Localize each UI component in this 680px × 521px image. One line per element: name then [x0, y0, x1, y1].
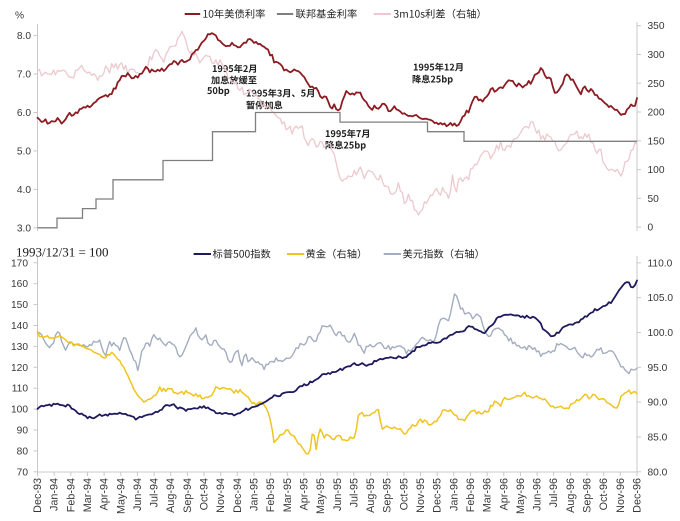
svg-text:Mar-95: Mar-95 — [282, 478, 294, 512]
svg-text:Nov-95: Nov-95 — [415, 478, 427, 513]
svg-text:Sep-96: Sep-96 — [582, 478, 594, 513]
svg-text:160: 160 — [11, 279, 28, 290]
svg-text:Nov-94: Nov-94 — [215, 478, 227, 513]
svg-text:Jan-96: Jan-96 — [448, 478, 460, 511]
svg-text:Dec-93: Dec-93 — [32, 478, 44, 513]
svg-text:Feb-96: Feb-96 — [465, 478, 477, 512]
svg-text:May-95: May-95 — [315, 478, 327, 514]
svg-text:Oct-96: Oct-96 — [598, 478, 610, 510]
svg-text:Jan-95: Jan-95 — [249, 478, 261, 511]
svg-text:Sep-94: Sep-94 — [182, 478, 194, 513]
svg-text:Jul-94: Jul-94 — [149, 478, 161, 507]
svg-text:95.0: 95.0 — [648, 363, 668, 374]
svg-text:0: 0 — [648, 223, 654, 234]
svg-text:140: 140 — [11, 321, 28, 332]
svg-text:350: 350 — [648, 21, 665, 32]
svg-text:100.0: 100.0 — [648, 328, 674, 339]
svg-text:130: 130 — [11, 342, 28, 353]
svg-text:200: 200 — [648, 108, 665, 119]
svg-text:Jul-95: Jul-95 — [348, 478, 360, 507]
svg-text:Apr-96: Apr-96 — [498, 478, 510, 510]
svg-text:150: 150 — [11, 300, 28, 311]
svg-text:Oct-94: Oct-94 — [199, 478, 211, 510]
svg-text:85.0: 85.0 — [648, 433, 668, 444]
svg-text:May-94: May-94 — [115, 478, 127, 514]
svg-text:%: % — [15, 11, 24, 22]
svg-text:80: 80 — [17, 446, 29, 457]
svg-text:5.0: 5.0 — [17, 146, 31, 157]
svg-text:Mar-94: Mar-94 — [82, 478, 94, 512]
svg-text:Jun-95: Jun-95 — [332, 478, 344, 511]
svg-text:Sep-95: Sep-95 — [382, 478, 394, 513]
svg-text:Dec-94: Dec-94 — [232, 478, 244, 513]
svg-text:90: 90 — [17, 426, 29, 437]
svg-text:Aug-96: Aug-96 — [565, 478, 577, 513]
svg-text:300: 300 — [648, 50, 665, 61]
svg-text:Feb-94: Feb-94 — [65, 478, 77, 512]
svg-text:250: 250 — [648, 79, 665, 90]
svg-text:Nov-96: Nov-96 — [615, 478, 627, 513]
svg-text:7.0: 7.0 — [17, 70, 31, 81]
svg-text:Apr-94: Apr-94 — [99, 478, 111, 510]
svg-text:4.0: 4.0 — [17, 185, 31, 196]
svg-text:Jun-94: Jun-94 — [132, 478, 144, 511]
svg-text:Aug-94: Aug-94 — [165, 478, 177, 513]
svg-text:110.0: 110.0 — [648, 258, 673, 269]
svg-text:120: 120 — [11, 363, 28, 374]
svg-text:Apr-95: Apr-95 — [298, 478, 310, 510]
svg-text:105.0: 105.0 — [648, 293, 674, 304]
svg-text:100: 100 — [11, 405, 28, 416]
svg-text:150: 150 — [648, 136, 665, 147]
svg-text:Oct-95: Oct-95 — [398, 478, 410, 510]
svg-text:Feb-95: Feb-95 — [265, 478, 277, 512]
svg-text:50: 50 — [648, 194, 660, 205]
svg-text:Jul-96: Jul-96 — [548, 478, 560, 507]
svg-text:May-96: May-96 — [515, 478, 527, 514]
svg-text:6.0: 6.0 — [17, 108, 31, 119]
svg-text:Aug-95: Aug-95 — [365, 478, 377, 513]
svg-text:Dec-96: Dec-96 — [632, 478, 644, 513]
svg-text:100: 100 — [648, 165, 665, 176]
svg-text:1993/12/31 = 100: 1993/12/31 = 100 — [16, 245, 109, 260]
svg-text:170: 170 — [11, 258, 28, 269]
svg-text:Mar-96: Mar-96 — [482, 478, 494, 512]
svg-text:70: 70 — [17, 467, 29, 478]
svg-text:80.0: 80.0 — [648, 467, 668, 478]
svg-text:Jan-94: Jan-94 — [49, 478, 61, 511]
svg-text:8.0: 8.0 — [17, 31, 31, 42]
svg-text:Jun-96: Jun-96 — [532, 478, 544, 511]
svg-text:110: 110 — [12, 384, 29, 395]
svg-text:3.0: 3.0 — [17, 223, 31, 234]
svg-text:Dec-95: Dec-95 — [432, 478, 444, 513]
svg-text:90.0: 90.0 — [648, 398, 668, 409]
